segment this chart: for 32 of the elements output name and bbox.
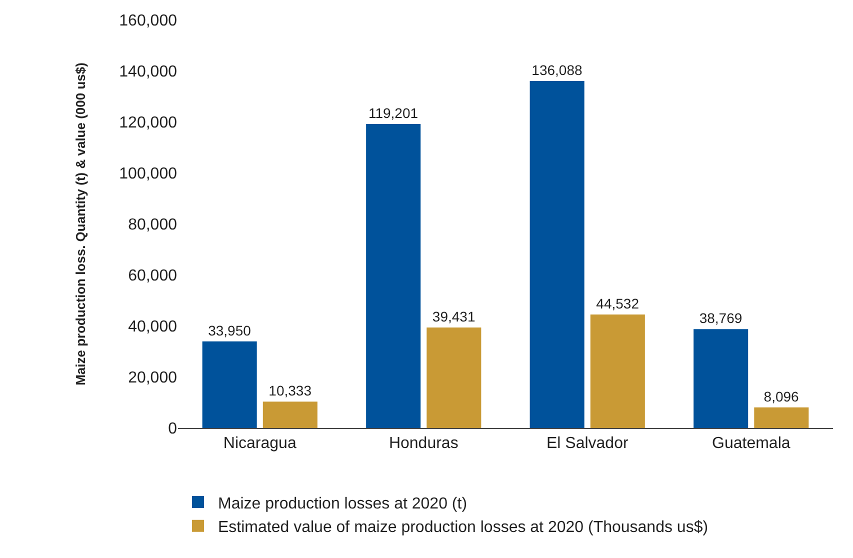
y-tick-label: 60,000 (128, 268, 178, 285)
data-label: 33,950 (208, 322, 252, 338)
data-label: 119,201 (368, 105, 418, 122)
bar (366, 124, 421, 428)
data-label: 10,333 (268, 382, 312, 399)
y-tick-label: 40,000 (128, 318, 178, 336)
bar (530, 80, 584, 428)
x-tick-label: El Salvador (546, 435, 629, 452)
bar (590, 314, 645, 428)
data-label: 8,096 (764, 388, 800, 404)
bar (202, 341, 257, 428)
y-tick-label: 0 (168, 420, 178, 438)
y-tick-label: 140,000 (119, 64, 178, 81)
x-tick-label: Honduras (388, 435, 458, 452)
y-tick-label: 100,000 (119, 166, 178, 183)
data-label: 39,431 (432, 308, 476, 324)
legend-label: Estimated value of maize production losses at 2020 (Thousands us$) (218, 519, 708, 536)
y-tick-label: 20,000 (128, 370, 178, 387)
y-tick-label: 160,000 (119, 12, 178, 30)
data-label: 136,088 (532, 62, 582, 78)
data-label: 44,532 (596, 295, 640, 312)
x-tick-label: Nicaragua (223, 435, 296, 452)
y-tick-label: 80,000 (128, 216, 178, 234)
bar (694, 329, 748, 428)
y-tick-label: 120,000 (119, 114, 178, 132)
y-axis-title: Maize production loss. Quantity (t) & value (000 us$) (73, 62, 88, 386)
x-tick-label: Guatemala (712, 435, 790, 452)
data-label: 38,769 (699, 310, 742, 326)
legend-label: Maize production losses at 2020 (t) (218, 495, 468, 512)
bar (754, 407, 809, 428)
bar (426, 327, 482, 428)
bar (262, 402, 318, 428)
